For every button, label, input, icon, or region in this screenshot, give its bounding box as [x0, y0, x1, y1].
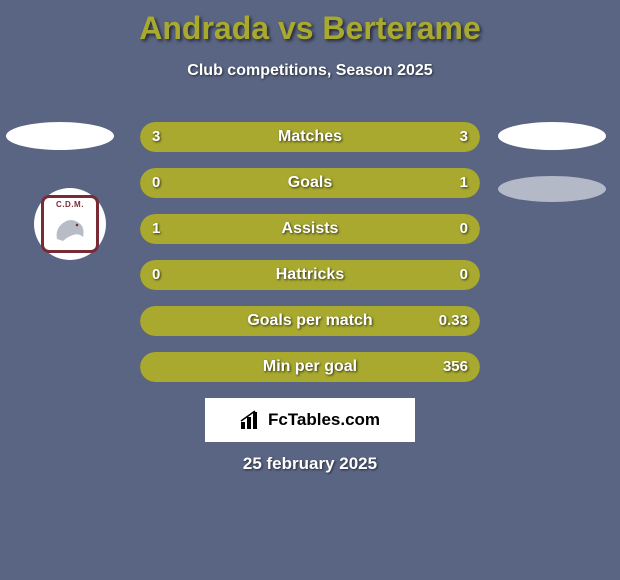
page-subtitle: Club competitions, Season 2025 — [0, 62, 620, 80]
stat-label: Goals per match — [140, 306, 480, 336]
stat-row: Assists1 0 — [140, 214, 480, 244]
stat-label: Matches — [140, 122, 480, 152]
stat-value-right: 0 — [460, 214, 468, 244]
team-pill-right-1 — [498, 122, 606, 150]
club-badge: C.D.M. — [34, 188, 106, 260]
bar-chart-icon — [240, 410, 262, 430]
team-pill-left-1 — [6, 122, 114, 150]
fctables-logo-text: FcTables.com — [268, 410, 380, 430]
stat-value-left: 0 — [152, 168, 160, 198]
stat-row: Goals per match0.33 — [140, 306, 480, 336]
club-badge-text: C.D.M. — [56, 200, 84, 209]
fctables-logo: FcTables.com — [205, 398, 415, 442]
stat-value-left: 0 — [152, 260, 160, 290]
stat-value-right: 3 — [460, 122, 468, 152]
stat-label: Hattricks — [140, 260, 480, 290]
stat-value-right: 356 — [443, 352, 468, 382]
stat-row: Matches3 3 — [140, 122, 480, 152]
team-pill-right-2 — [498, 176, 606, 202]
club-badge-bird-icon — [49, 209, 91, 247]
stat-value-right: 0.33 — [439, 306, 468, 336]
stat-value-left: 1 — [152, 214, 160, 244]
stat-label: Assists — [140, 214, 480, 244]
stat-row: Hattricks0 0 — [140, 260, 480, 290]
stat-label: Goals — [140, 168, 480, 198]
stat-row: Min per goal356 — [140, 352, 480, 382]
comparison-infographic: Andrada vs Berterame Club competitions, … — [0, 0, 620, 580]
stat-value-left: 3 — [152, 122, 160, 152]
stat-row: Goals0 1 — [140, 168, 480, 198]
club-badge-inner: C.D.M. — [41, 195, 99, 253]
footer-date: 25 february 2025 — [0, 454, 620, 474]
stat-value-right: 1 — [460, 168, 468, 198]
stat-value-right: 0 — [460, 260, 468, 290]
stat-label: Min per goal — [140, 352, 480, 382]
page-title: Andrada vs Berterame — [0, 10, 620, 47]
